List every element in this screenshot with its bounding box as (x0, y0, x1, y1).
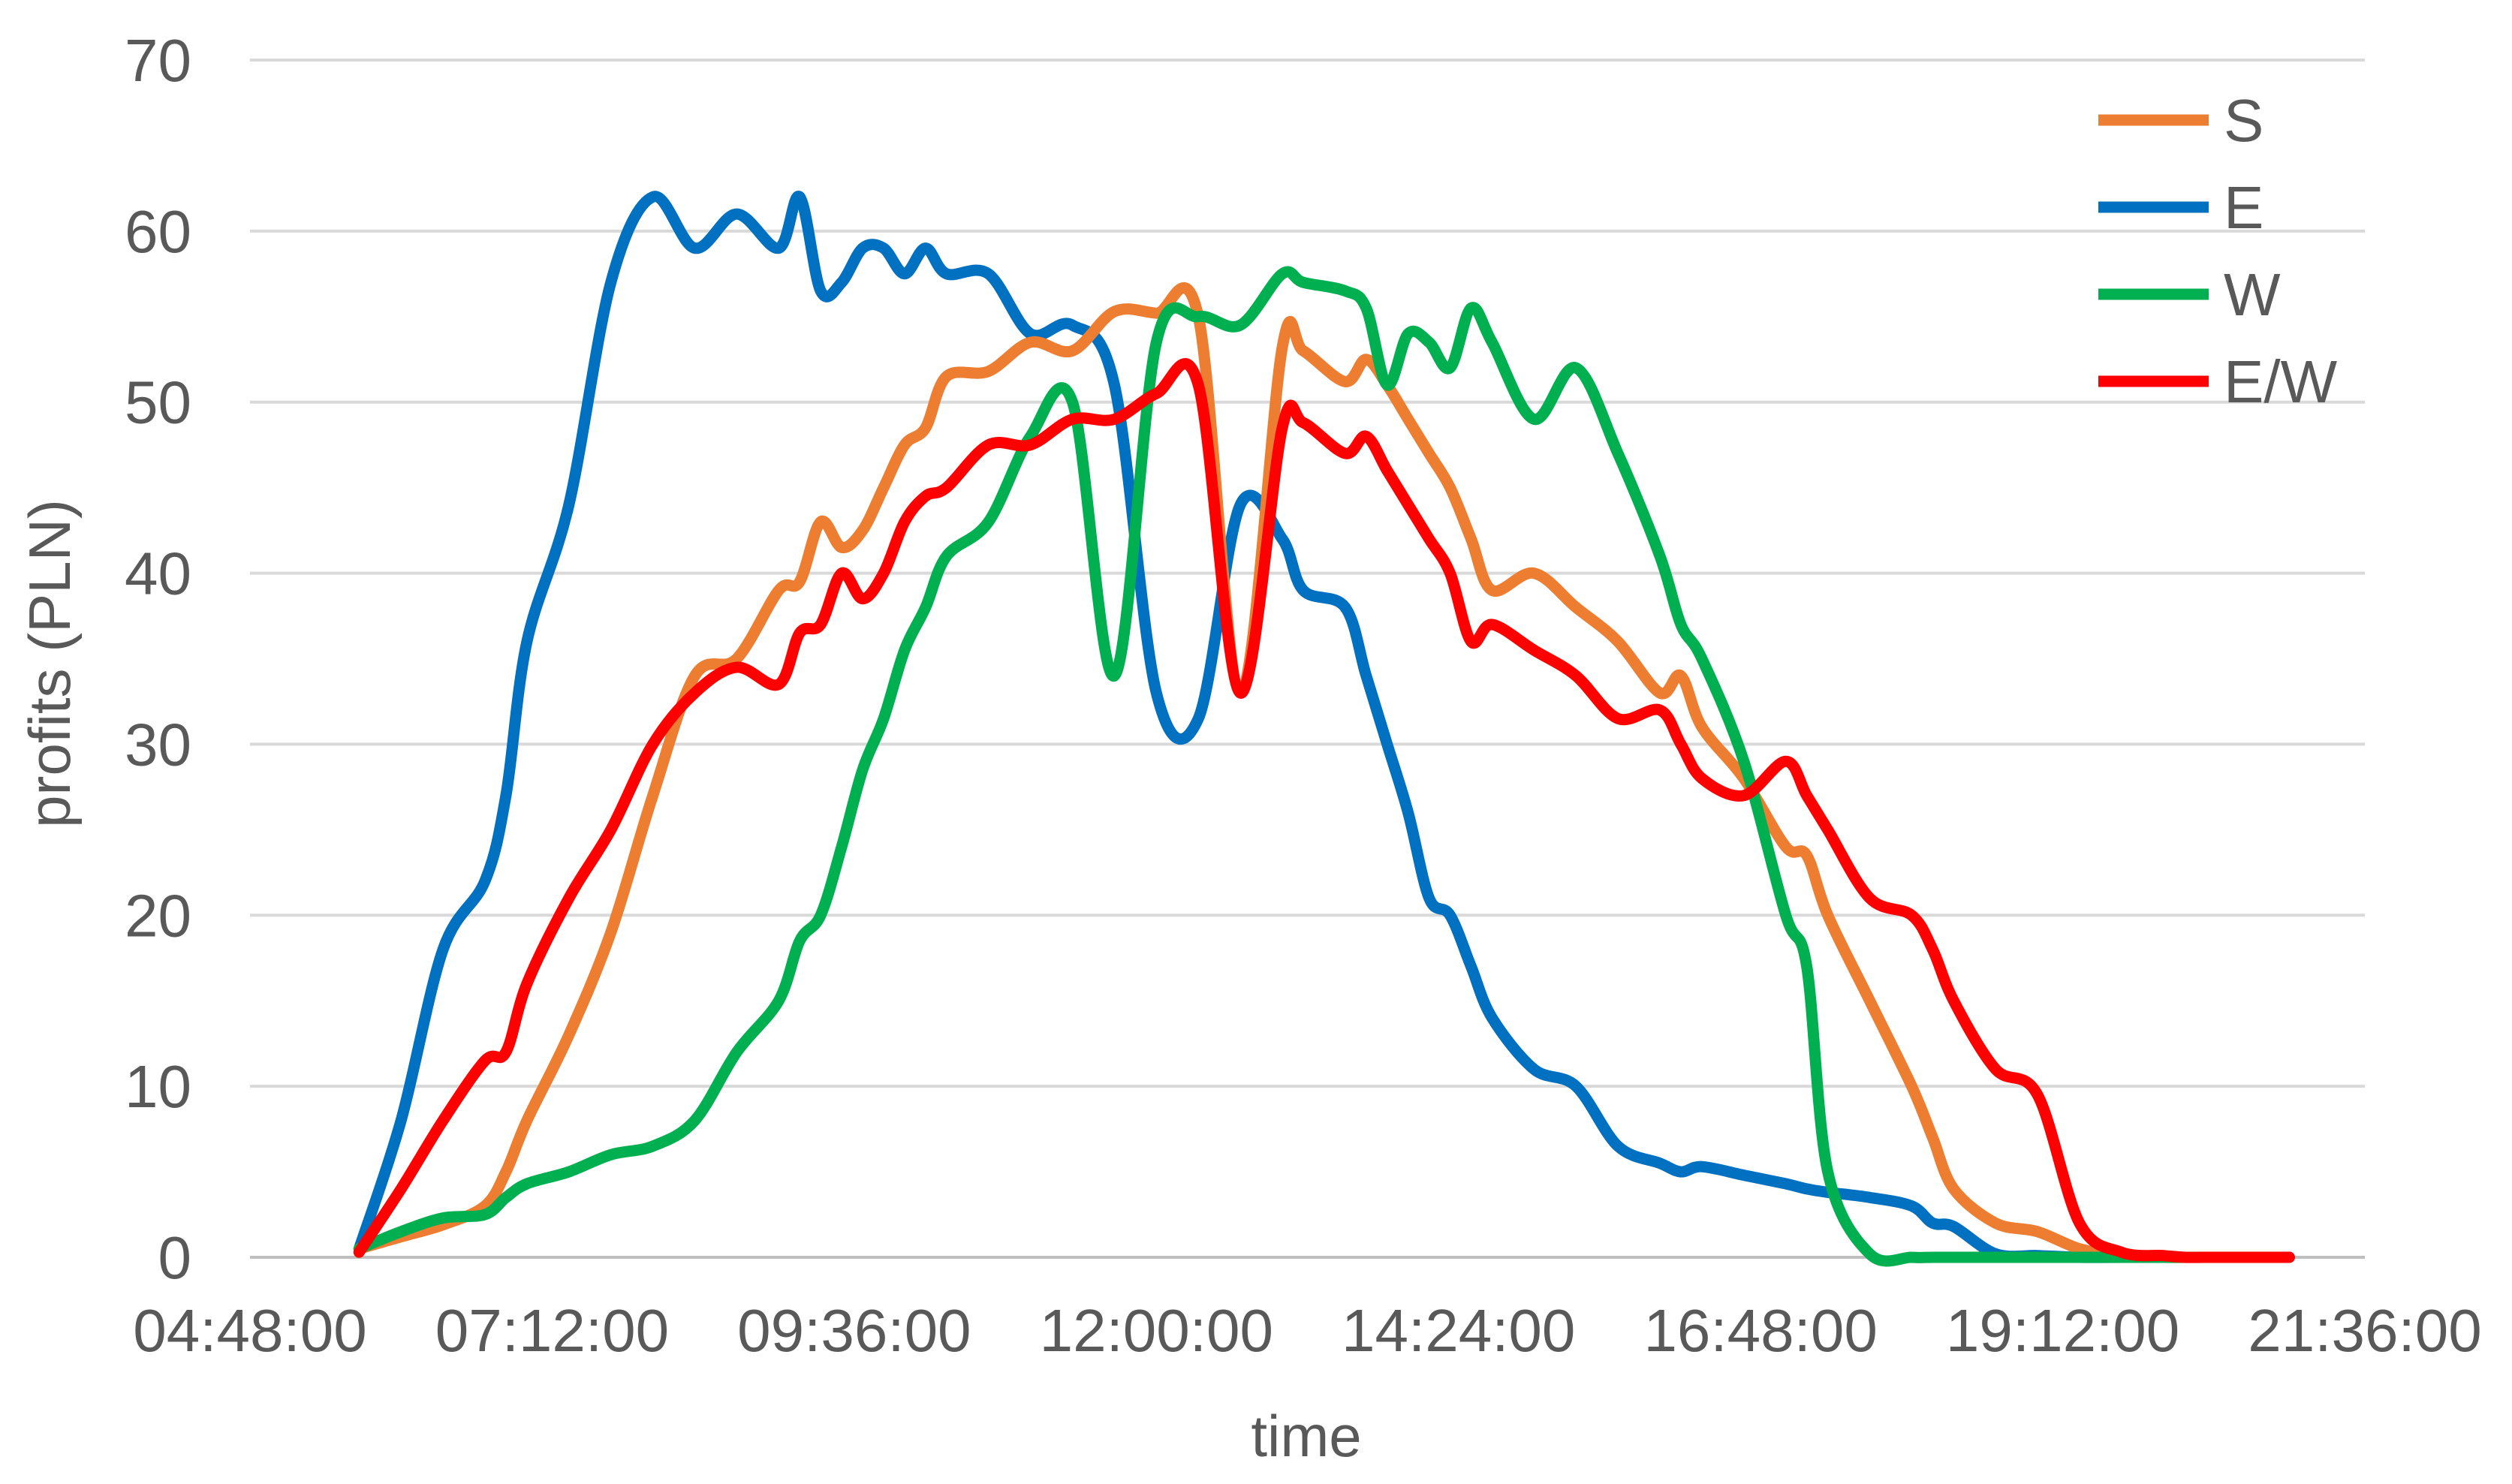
legend-label: E/W (2224, 348, 2338, 415)
y-tick-label: 0 (158, 1224, 192, 1291)
y-tick-label: 40 (125, 540, 191, 607)
legend-label: E (2224, 174, 2264, 241)
y-tick-label: 30 (125, 711, 191, 778)
series-line-e (353, 191, 2295, 1263)
x-tick-label: 21:36:00 (2248, 1297, 2481, 1364)
y-tick-label: 60 (125, 198, 191, 265)
x-axis-title: time (1251, 1403, 1361, 1469)
x-tick-label: 09:36:00 (737, 1297, 971, 1364)
x-tick-label: 19:12:00 (1946, 1297, 2179, 1364)
y-tick-label: 50 (125, 369, 191, 436)
x-tick-label: 14:24:00 (1342, 1297, 1575, 1364)
y-tick-label: 20 (125, 882, 191, 949)
x-tick-label: 07:12:00 (435, 1297, 669, 1364)
series-lines (353, 191, 2295, 1267)
y-axis-title: profits (PLN) (17, 499, 83, 828)
y-tick-label: 70 (125, 27, 191, 94)
series-line-e-w (353, 358, 2295, 1263)
gridlines (250, 59, 2365, 1088)
x-tick-label: 12:00:00 (1040, 1297, 1273, 1364)
y-tick-label: 10 (125, 1053, 191, 1120)
legend-label: S (2224, 87, 2264, 154)
legend-label: W (2224, 261, 2281, 328)
legend: SEW E/W (2098, 87, 2338, 415)
series-line-s (353, 282, 2295, 1263)
x-tick-label: 04:48:00 (133, 1297, 366, 1364)
series-line-w (353, 266, 2295, 1267)
x-tick-label: 16:48:00 (1643, 1297, 1877, 1364)
axes: 0 10 20 30 40 50 60 70 04:48:00 07:12:00 09:36:00 1… (125, 27, 2482, 1364)
